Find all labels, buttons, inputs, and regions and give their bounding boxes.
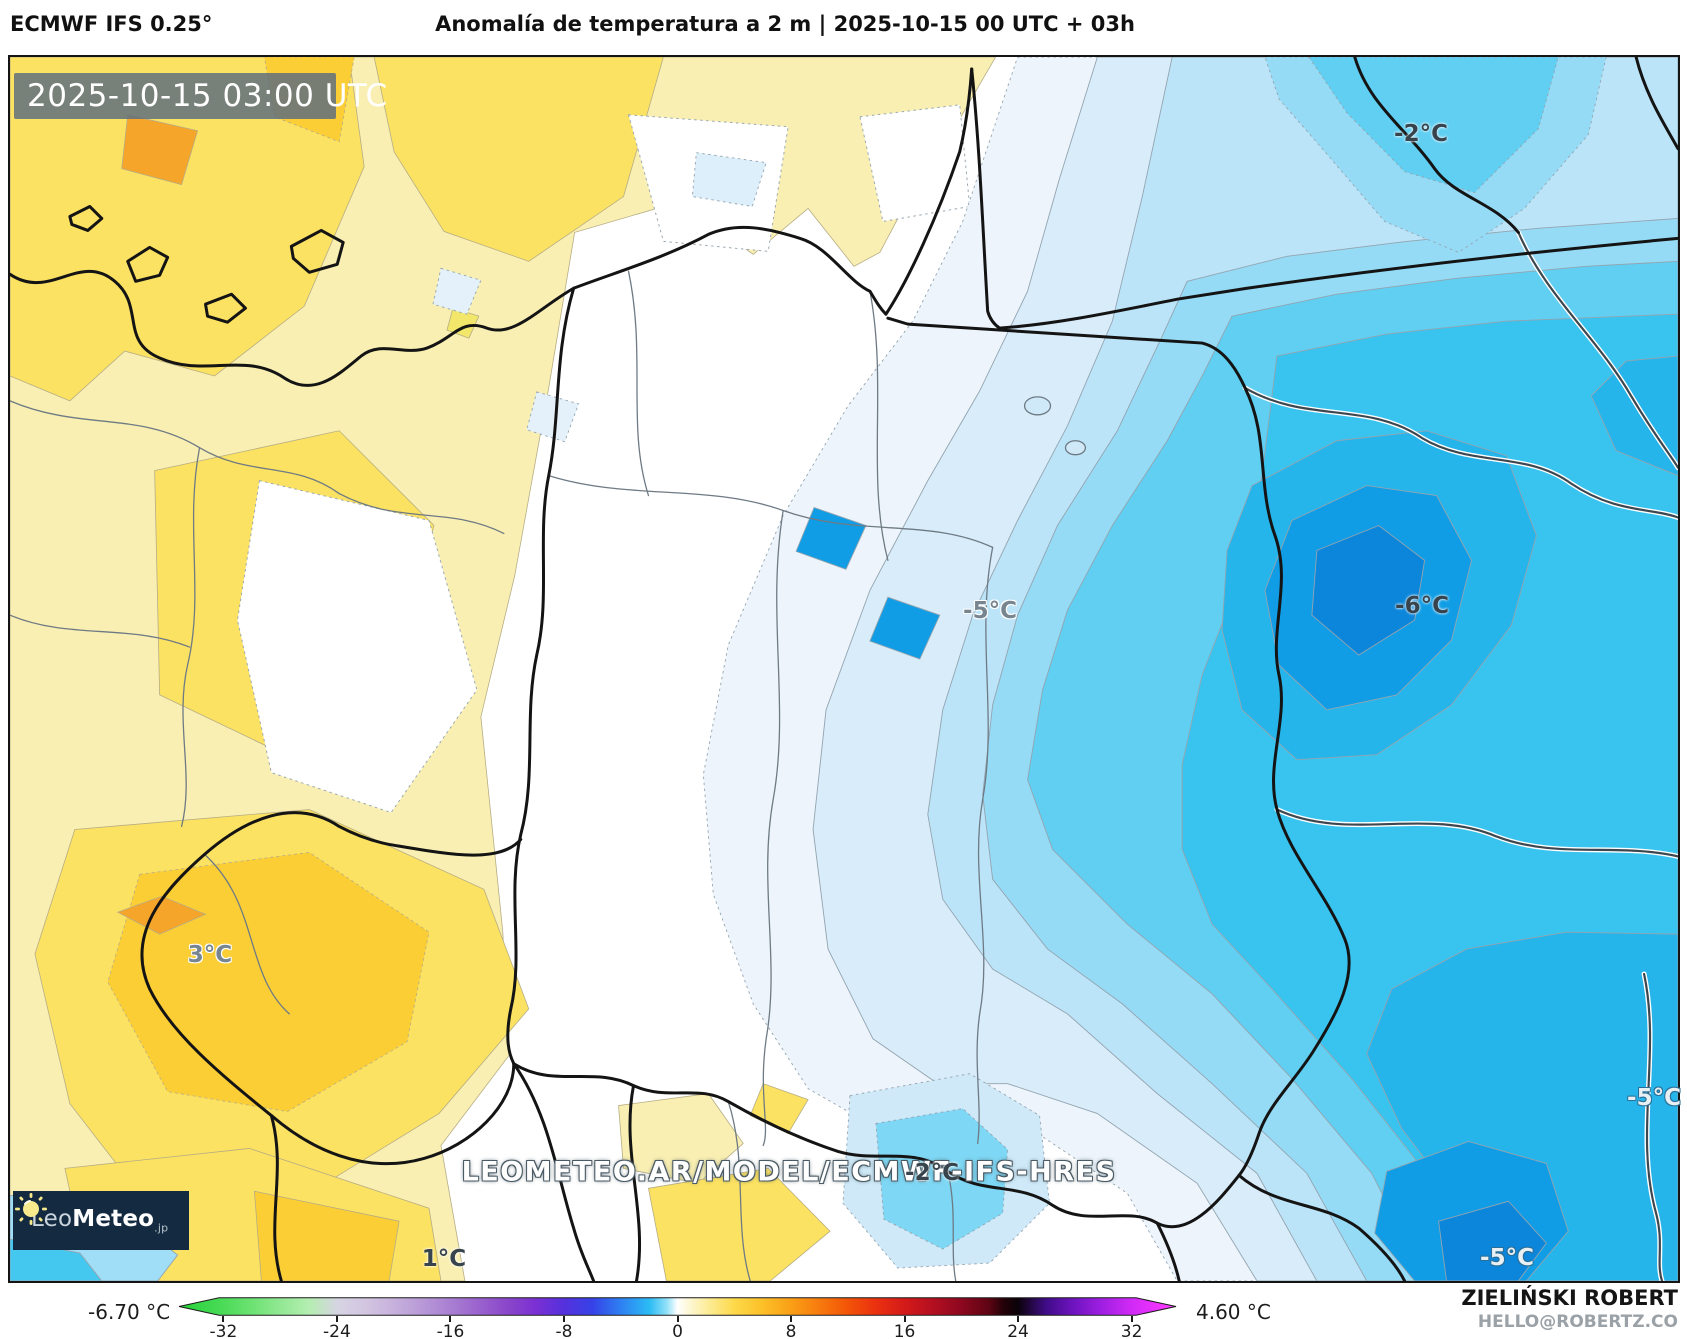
- map-temp-label: 1°C: [421, 1246, 467, 1272]
- colorbar-max-label: 4.60 °C: [1196, 1300, 1271, 1324]
- colorbar-tick-mark: [1130, 1316, 1133, 1322]
- country-borders-layer: [10, 57, 1678, 1281]
- header: ECMWF IFS 0.25° Anomalía de temperatura …: [0, 0, 1687, 55]
- colorbar-gradient: [178, 1297, 1177, 1316]
- cold-anomaly-fill-layer: [10, 57, 1678, 1281]
- map-temp-label: 3°C: [187, 942, 233, 968]
- anomaly-map: 2025-10-15 03:00 UTC LEOMETEO.AR/MODEL/E…: [8, 55, 1681, 1283]
- map-temp-label: -6°C: [1395, 593, 1449, 619]
- colorbar-tick-label: 32: [1120, 1322, 1143, 1339]
- cased-borders-layer: [1242, 229, 1678, 1281]
- sun-icon: [15, 1193, 47, 1225]
- watermark: LEOMETEO.AR/MODEL/ECMWF-IFS-HRES: [461, 1156, 1117, 1188]
- credit-name: ZIELIŃSKI ROBERT: [1461, 1286, 1678, 1310]
- colorbar-tick-mark: [335, 1316, 338, 1322]
- leometeo-logo: LeoMeteo.jp: [13, 1191, 189, 1250]
- colorbar-tick-label: -8: [555, 1322, 573, 1339]
- page-title: Anomalía de temperatura a 2 m | 2025-10-…: [435, 12, 1135, 36]
- colorbar-tick-label: 24: [1007, 1322, 1029, 1339]
- colorbar-tick-mark: [676, 1316, 679, 1322]
- colorbar: [178, 1297, 1177, 1316]
- timestamp-overlay: 2025-10-15 03:00 UTC: [14, 73, 387, 119]
- model-name: ECMWF IFS 0.25°: [10, 12, 213, 36]
- colorbar-tick-mark: [1017, 1316, 1020, 1322]
- footer: -6.70 °C -32 -24 -16 -8 0 8 16 24 32 4.60 °C ZIE…: [0, 1283, 1687, 1339]
- admin-borders-layer: [10, 270, 1087, 1281]
- logo-text: LeoMeteo.jp: [31, 1206, 169, 1235]
- colorbar-tick-label: -32: [209, 1322, 238, 1339]
- map-temp-label: -2°C: [1394, 121, 1448, 147]
- colorbar-tick-mark: [222, 1316, 225, 1322]
- map-temp-label: -5°C: [1627, 1085, 1681, 1111]
- map-temp-label: -2°C: [905, 1160, 959, 1186]
- colorbar-tick-label: 16: [893, 1322, 916, 1339]
- colorbar-tick-label: 8: [785, 1322, 797, 1339]
- map-temp-label: -5°C: [1480, 1245, 1534, 1271]
- colorbar-tick-label: -24: [323, 1322, 351, 1339]
- colorbar-tick-mark: [790, 1316, 793, 1322]
- anomaly-map-graphic: [10, 57, 1678, 1281]
- colorbar-tick-label: 0: [672, 1322, 683, 1339]
- colorbar-ticks: -32 -24 -16 -8 0 8 16 24 32: [178, 1316, 1177, 1339]
- colorbar-tick-mark: [562, 1316, 565, 1322]
- colorbar-min-label: -6.70 °C: [88, 1300, 171, 1324]
- map-temp-label: -5°C: [963, 598, 1017, 624]
- neutral-white-patches-layer: [236, 104, 971, 814]
- colorbar-tick-mark: [449, 1316, 452, 1322]
- credit-email: HELLO@ROBERTZ.CO: [1477, 1312, 1678, 1332]
- colorbar-tick-label: -16: [436, 1322, 465, 1339]
- colorbar-tick-mark: [903, 1316, 906, 1322]
